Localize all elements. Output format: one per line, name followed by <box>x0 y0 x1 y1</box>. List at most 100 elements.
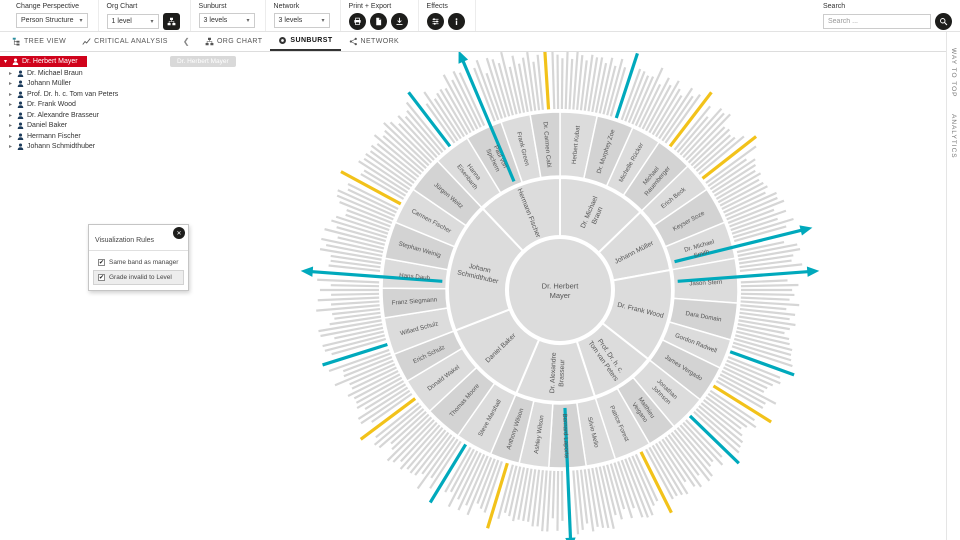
tree-item[interactable]: ▸ Dr. Frank Wood <box>0 100 165 111</box>
caret-right-icon[interactable]: ▸ <box>8 144 12 151</box>
option-grade-invalid-to-level[interactable]: ✔ Grade invalid to Level <box>93 270 184 285</box>
tree-item-label: Dr. Michael Braun <box>27 69 83 77</box>
analytics-tab[interactable]: ANALYTICS <box>950 113 957 159</box>
option-label: Grade invalid to Level <box>109 274 172 281</box>
way-to-top-tab[interactable]: WAY TO TOP <box>950 48 957 98</box>
svg-text:Bernard Laporte: Bernard Laporte <box>561 413 570 459</box>
tree-item[interactable]: ▸ Hermann Fischer <box>0 131 165 142</box>
caret-right-icon[interactable]: ▸ <box>8 133 12 140</box>
search-input[interactable] <box>823 14 931 29</box>
caret-right-icon[interactable]: ▸ <box>8 81 12 88</box>
group-label-print-export: Print + Export <box>348 3 392 10</box>
svg-text:Herbert Kubat: Herbert Kubat <box>571 125 582 164</box>
person-icon <box>17 101 24 109</box>
drag-ghost-chip: Dr. Herbert Mayer <box>170 56 236 67</box>
group-label-search: Search <box>823 3 846 10</box>
tab-sunburst[interactable]: SUNBURST <box>270 32 341 51</box>
tree-item-label: Dr. Frank Wood <box>27 101 76 109</box>
toolbar-group-print-export: Print + Export <box>341 0 419 31</box>
tree-item[interactable]: ▾ Dr. Herbert Mayer <box>0 56 87 67</box>
org-chart-levels-value: 1 level <box>111 18 132 25</box>
info-button[interactable] <box>447 13 465 30</box>
tree-item-label: Dr. Alexandre Brasseur <box>27 111 99 119</box>
tree-item-label: Dr. Herbert Mayer <box>22 58 78 65</box>
org-chart-icon <box>167 17 175 26</box>
panel-body: ✔ Same band as manager ✔ Grade invalid t… <box>89 251 188 290</box>
tree-item-label: Daniel Baker <box>27 122 68 130</box>
person-icon <box>17 80 24 88</box>
tab-tree-view[interactable]: TREE VIEW <box>4 32 74 51</box>
org-chart-tab-icon <box>205 37 214 46</box>
group-label-change-perspective: Change Perspective <box>16 3 80 10</box>
svg-text:Hans Daub: Hans Daub <box>399 272 431 282</box>
sunburst-levels-select[interactable]: 3 levels ▾ <box>198 13 255 28</box>
collapse-sidebar-button[interactable]: ❮ <box>182 37 190 46</box>
toolbar-group-search: Search <box>815 0 960 31</box>
toolbar-group-change-perspective: Change Perspective Person Structure ▾ <box>8 0 99 31</box>
chevron-down-icon: ▾ <box>246 18 250 24</box>
close-icon: ✕ <box>176 230 182 237</box>
person-icon <box>17 122 24 130</box>
tree-item-label: Johann Müller <box>27 80 71 88</box>
tree-view-icon <box>12 37 20 46</box>
person-icon <box>17 133 24 140</box>
tab-org-chart[interactable]: ORG CHART <box>197 32 270 51</box>
caret-right-icon[interactable]: ▸ <box>8 70 12 77</box>
sunburst-levels-value: 3 levels <box>203 17 228 24</box>
network-tab-icon <box>349 37 357 46</box>
search-button[interactable] <box>935 13 952 30</box>
perspective-value: Person Structure <box>21 17 74 24</box>
download-icon <box>396 17 403 25</box>
caret-down-icon[interactable]: ▾ <box>3 59 7 65</box>
tab-label: TREE VIEW <box>24 38 67 45</box>
download-button[interactable] <box>390 13 408 30</box>
tree-item[interactable]: ▸ Daniel Baker <box>0 121 165 132</box>
org-chart-layout-button[interactable] <box>162 13 180 30</box>
svg-text:Dr. Carmen Cabi: Dr. Carmen Cabi <box>541 121 552 168</box>
tree-item[interactable]: ▸ Johann Schmidthuber <box>0 142 165 153</box>
checkbox-checked-icon[interactable]: ✔ <box>98 259 105 266</box>
tree-item[interactable]: ▸ Johann Müller <box>0 79 165 90</box>
caret-right-icon[interactable]: ▸ <box>8 91 12 98</box>
tree-item-label: Hermann Fischer <box>27 132 81 140</box>
effects-button[interactable] <box>426 13 444 30</box>
org-chart-levels-select[interactable]: 1 level ▾ <box>106 14 159 29</box>
person-icon <box>12 58 19 65</box>
checkbox-checked-icon[interactable]: ✔ <box>98 274 105 281</box>
panel-header: Visualization Rules ✕ <box>89 225 188 251</box>
group-label-org-chart: Org Chart <box>106 3 138 10</box>
panel-close-button[interactable]: ✕ <box>173 227 185 239</box>
perspective-select[interactable]: Person Structure ▾ <box>16 13 88 28</box>
tab-label: CRITICAL ANALYSIS <box>94 38 168 45</box>
tab-critical-analysis[interactable]: CRITICAL ANALYSIS <box>74 32 176 51</box>
print-button[interactable] <box>348 13 366 30</box>
toolbar-group-org-chart: Org Chart 1 level ▾ <box>99 0 191 31</box>
critical-analysis-icon <box>82 38 91 45</box>
tree-item[interactable]: ▸ Dr. Alexandre Brasseur <box>0 110 165 121</box>
toolbar-group-network: Network 3 levels ▾ <box>266 0 341 31</box>
caret-right-icon[interactable]: ▸ <box>8 123 12 130</box>
group-label-network: Network <box>273 3 300 10</box>
chevron-down-icon: ▾ <box>321 18 325 24</box>
group-label-sunburst: Sunburst <box>198 3 227 10</box>
option-label: Same band as manager <box>109 259 179 266</box>
tab-network[interactable]: NETWORK <box>341 32 408 51</box>
option-same-band-as-manager[interactable]: ✔ Same band as manager <box>94 256 183 269</box>
tab-label: NETWORK <box>360 38 400 45</box>
toolbar-group-sunburst: Sunburst 3 levels ▾ <box>191 0 266 31</box>
export-document-button[interactable] <box>369 13 387 30</box>
right-rail: WAY TO TOP ANALYTICS <box>946 32 960 540</box>
caret-right-icon[interactable]: ▸ <box>8 102 12 109</box>
network-levels-select[interactable]: 3 levels ▾ <box>273 13 330 28</box>
person-icon <box>17 70 24 77</box>
top-toolbar: Change Perspective Person Structure ▾ Or… <box>0 0 960 32</box>
caret-right-icon[interactable]: ▸ <box>8 112 12 119</box>
network-levels-value: 3 levels <box>278 17 303 24</box>
tree-item[interactable]: ▸ Prof. Dr. h. c. Tom van Peters <box>0 89 165 100</box>
svg-text:Dr. AlexandreBrasseur: Dr. AlexandreBrasseur <box>549 352 567 394</box>
person-icon <box>17 112 24 119</box>
effects-sliders-icon <box>432 18 439 25</box>
tree-item[interactable]: ▸ Dr. Michael Braun <box>0 68 165 79</box>
tree-item-label: Prof. Dr. h. c. Tom van Peters <box>27 90 119 98</box>
